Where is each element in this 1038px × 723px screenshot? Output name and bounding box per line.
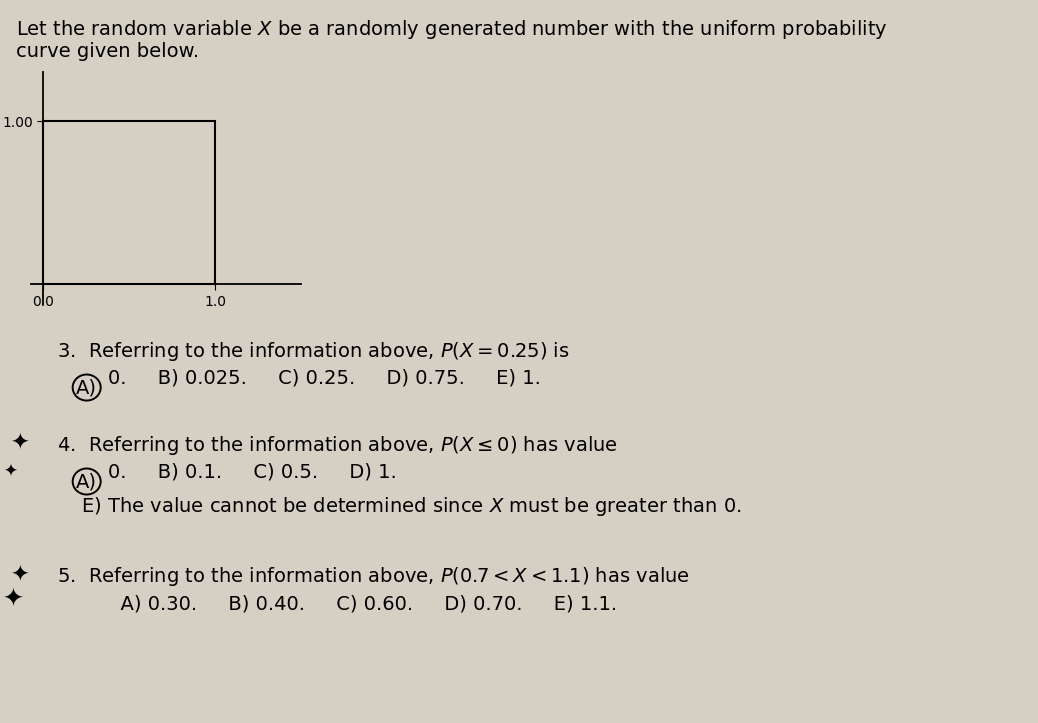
Text: ✦: ✦ bbox=[3, 463, 17, 481]
Text: 5.  Referring to the information above, $P(0.7 < X < 1.1)$ has value: 5. Referring to the information above, $… bbox=[57, 565, 690, 589]
Text: Let the random variable $X$ be a randomly generated number with the uniform prob: Let the random variable $X$ be a randoml… bbox=[16, 18, 887, 41]
Text: A): A) bbox=[76, 378, 98, 397]
Text: ✦: ✦ bbox=[3, 587, 24, 611]
Text: 3.  Referring to the information above, $P(X = 0.25)$ is: 3. Referring to the information above, $… bbox=[57, 340, 570, 363]
Text: 0.     B) 0.025.     C) 0.25.     D) 0.75.     E) 1.: 0. B) 0.025. C) 0.25. D) 0.75. E) 1. bbox=[108, 369, 541, 388]
Text: curve given below.: curve given below. bbox=[16, 42, 198, 61]
Text: ✦: ✦ bbox=[10, 565, 29, 586]
Bar bbox=[44, 121, 215, 284]
Text: A): A) bbox=[76, 472, 98, 491]
Text: A) 0.30.     B) 0.40.     C) 0.60.     D) 0.70.     E) 1.1.: A) 0.30. B) 0.40. C) 0.60. D) 0.70. E) 1… bbox=[83, 594, 618, 613]
Text: ✦: ✦ bbox=[10, 434, 29, 454]
Text: E) The value cannot be determined since $X$ must be greater than 0.: E) The value cannot be determined since … bbox=[81, 495, 742, 518]
Text: 0.     B) 0.1.     C) 0.5.     D) 1.: 0. B) 0.1. C) 0.5. D) 1. bbox=[108, 463, 397, 482]
Text: 4.  Referring to the information above, $P(X\leq0)$ has value: 4. Referring to the information above, $… bbox=[57, 434, 618, 457]
